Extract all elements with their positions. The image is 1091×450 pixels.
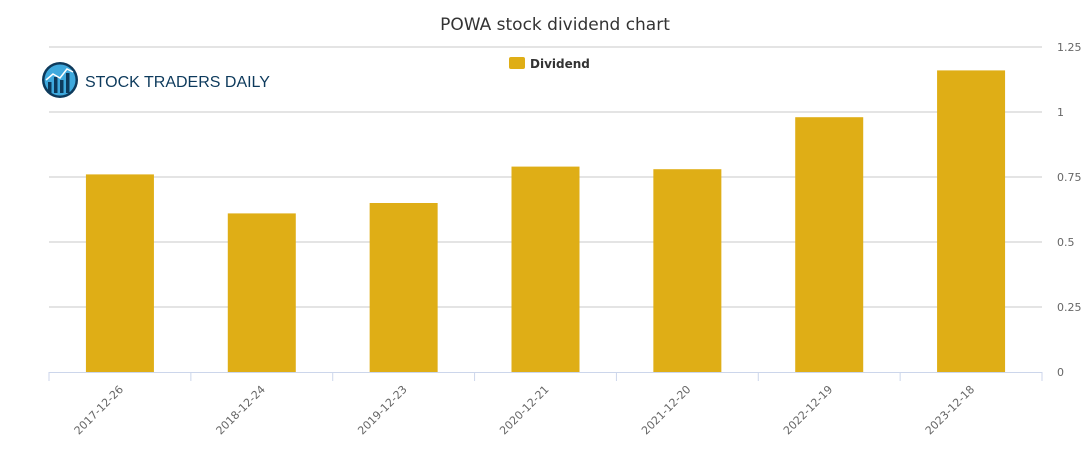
bar — [653, 169, 722, 372]
legend-swatch — [509, 57, 525, 69]
legend[interactable]: Dividend — [509, 57, 590, 71]
x-tick-label: 2022-12-19 — [781, 383, 835, 437]
x-tick-label: 2020-12-21 — [497, 383, 551, 437]
y-tick-label: 0.25 — [1057, 301, 1082, 314]
bar — [227, 213, 296, 372]
bar — [795, 117, 864, 372]
legend-label: Dividend — [530, 57, 590, 71]
bar — [937, 70, 1006, 373]
bar — [369, 203, 438, 372]
x-tick-label: 2018-12-24 — [214, 383, 268, 437]
y-tick-label: 0 — [1057, 366, 1064, 379]
x-tick-label: 2021-12-20 — [639, 383, 693, 437]
x-axis: 2017-12-26 2018-12-24 2019-12-23 2020-12-21… — [48, 372, 1043, 437]
bars — [85, 70, 1006, 373]
bar — [85, 174, 154, 372]
logo-text: STOCK TRADERS DAILY — [85, 74, 270, 91]
y-tick-label: 1 — [1057, 106, 1064, 119]
x-tick-label: 2017-12-26 — [72, 383, 126, 437]
y-tick-label: 0.5 — [1057, 236, 1075, 249]
y-tick-label: 1.25 — [1057, 41, 1082, 54]
y-axis-labels: 0 0.25 0.5 0.75 1 1.25 — [1057, 41, 1082, 379]
stock-traders-daily-logo: STOCK TRADERS DAILY — [42, 62, 270, 98]
x-tick-label: 2023-12-18 — [923, 383, 977, 437]
chart-title: POWA stock dividend chart — [440, 15, 670, 35]
y-tick-label: 0.75 — [1057, 171, 1082, 184]
bar — [511, 166, 580, 372]
bar-chart-globe-icon — [42, 62, 78, 98]
x-tick-label: 2019-12-23 — [355, 383, 409, 437]
